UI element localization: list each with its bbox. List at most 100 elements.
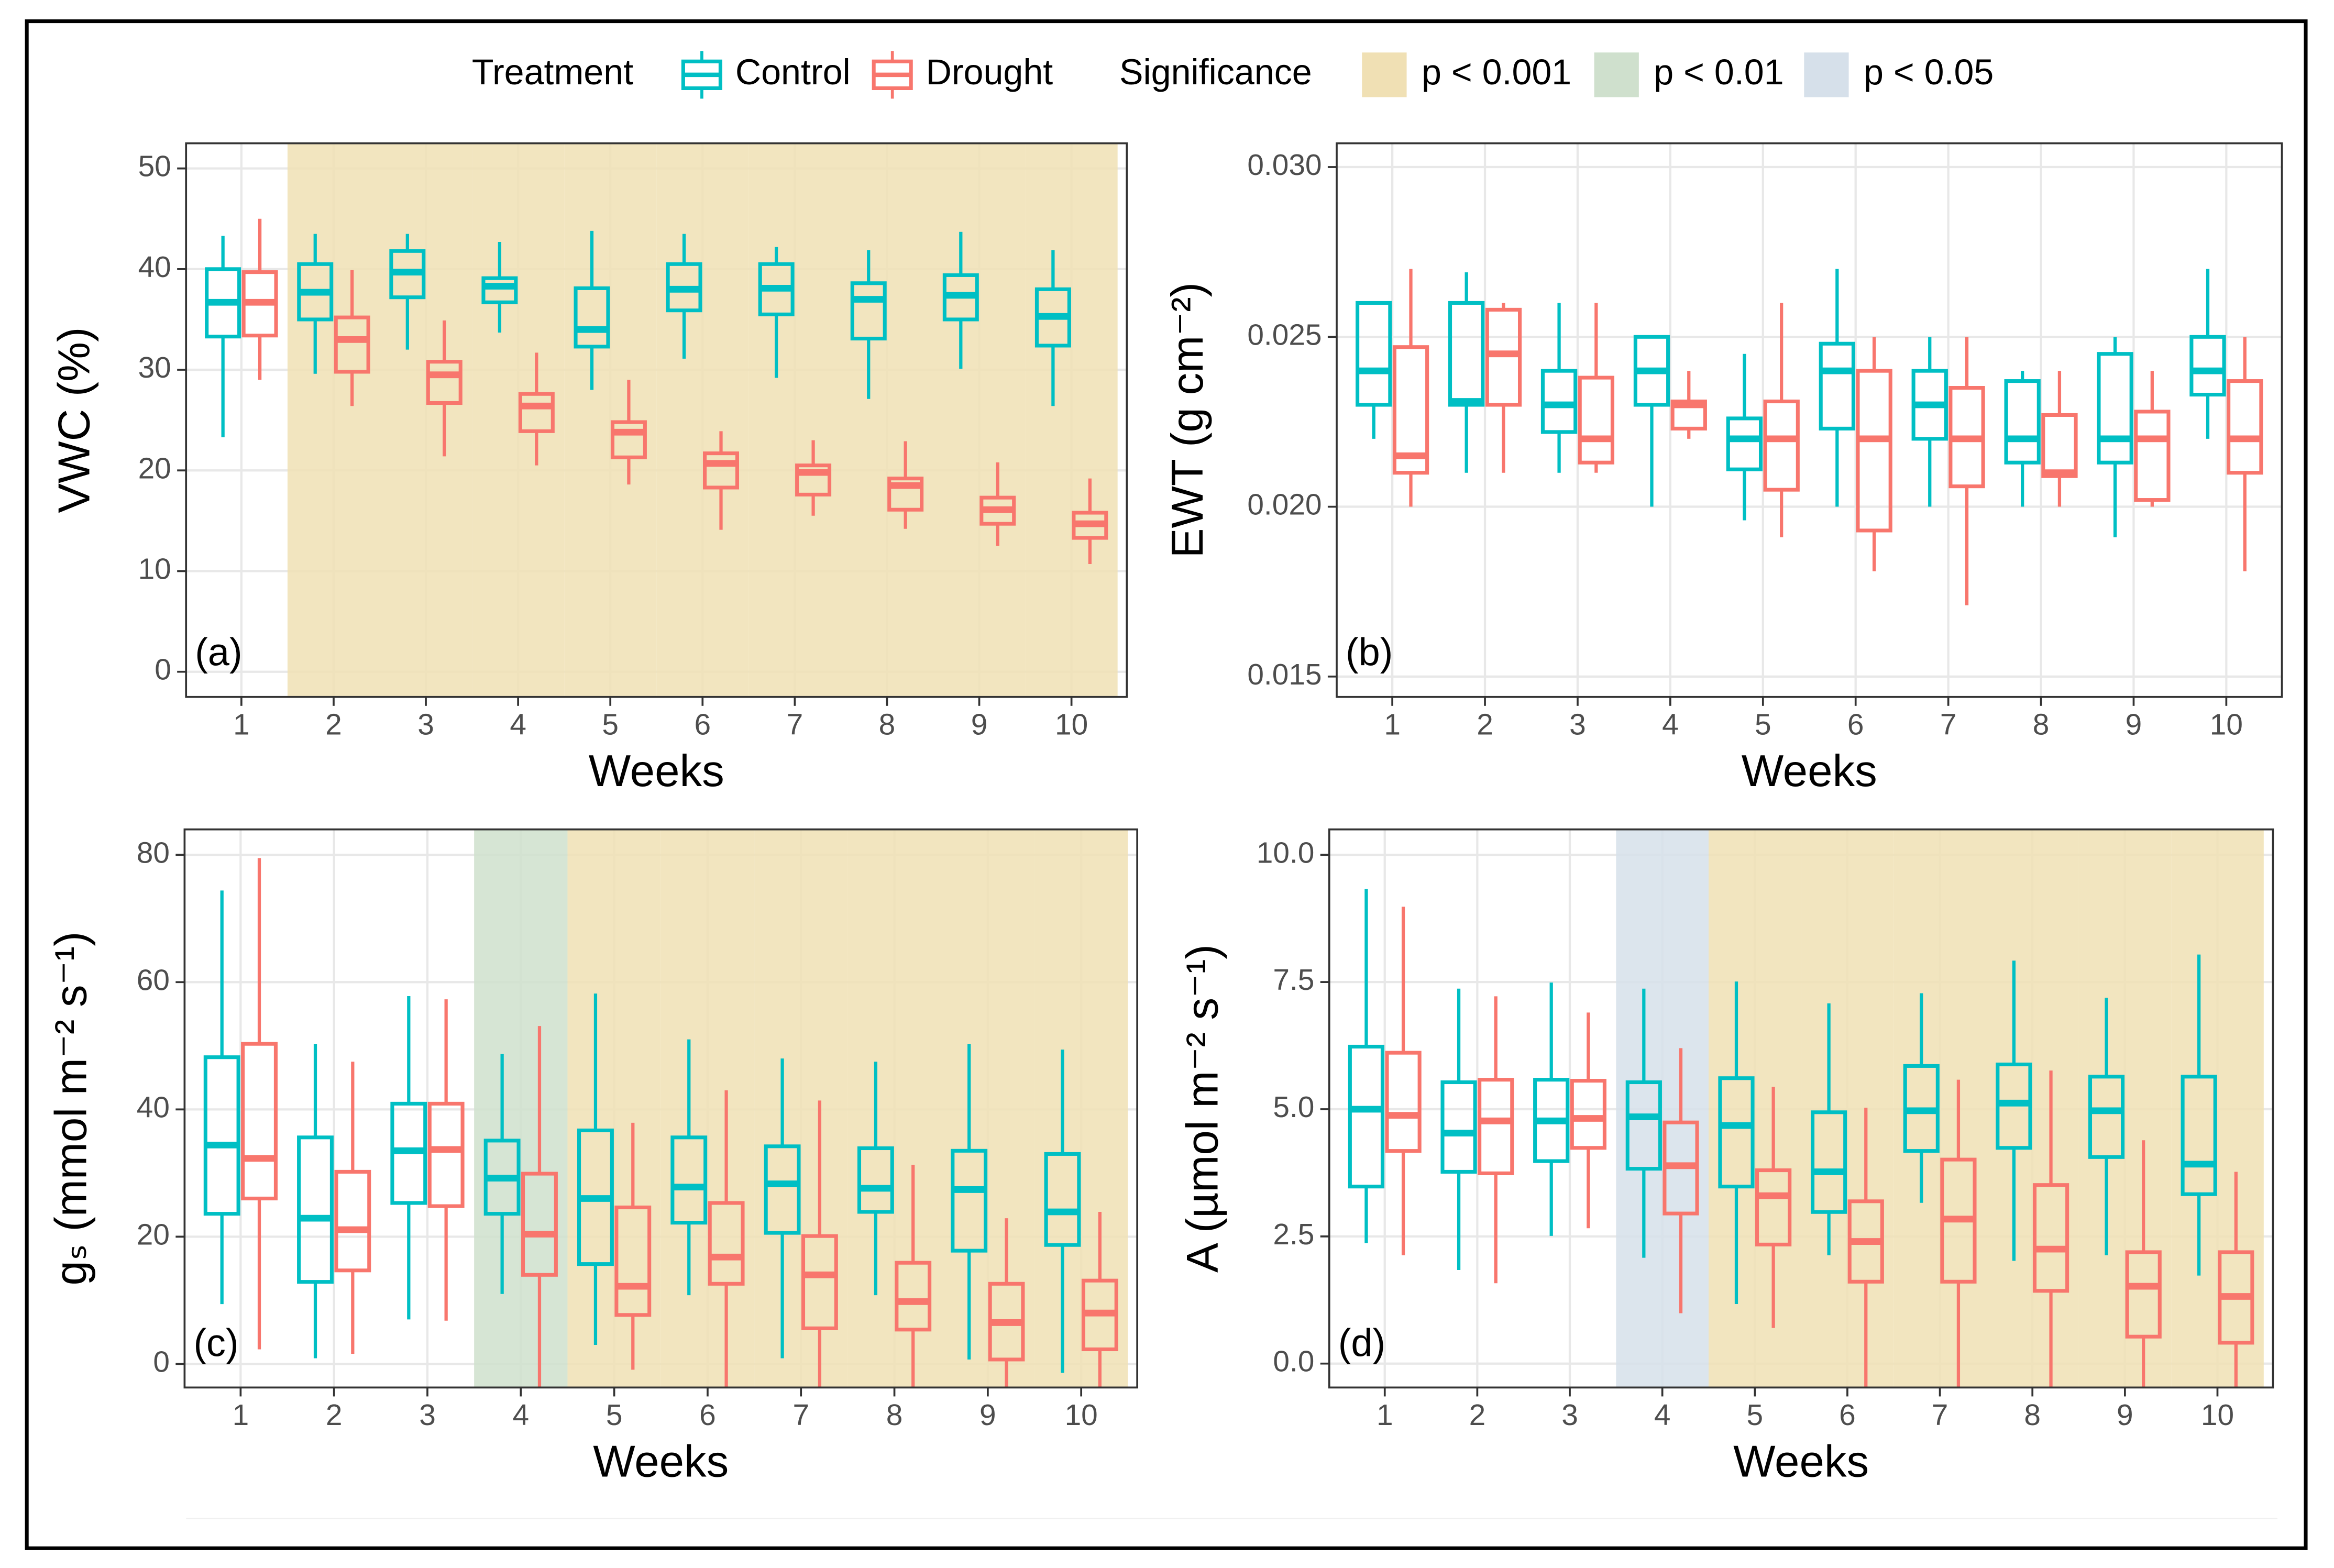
box	[241, 218, 278, 380]
legend-swatch	[1804, 52, 1849, 97]
box-body	[887, 477, 924, 512]
box	[577, 993, 614, 1345]
box-body	[1356, 301, 1392, 407]
y-tick-label: 0.0	[1273, 1345, 1314, 1378]
x-tick-label: 9	[2126, 709, 2142, 742]
box-body	[203, 1055, 240, 1216]
significance-shade	[1986, 829, 2079, 1388]
box	[1625, 988, 1662, 1258]
y-tick-label: 20	[137, 1218, 170, 1251]
box	[2218, 1172, 2254, 1388]
significance-shade	[1034, 829, 1128, 1388]
box-body	[610, 420, 647, 459]
box	[1847, 1108, 1884, 1388]
box-body	[241, 1042, 278, 1201]
box	[521, 1026, 558, 1388]
y-tick-label: 0.030	[1247, 149, 1322, 182]
box-body	[895, 1261, 932, 1332]
significance-shade	[1616, 829, 1709, 1388]
panel-tag: (b)	[1346, 631, 1393, 674]
box	[205, 236, 241, 437]
significance-shade	[754, 829, 848, 1388]
x-tick-label: 8	[886, 1399, 903, 1432]
box	[390, 996, 427, 1320]
box	[764, 1058, 801, 1359]
box	[1570, 1012, 1606, 1229]
box	[1034, 250, 1071, 406]
box	[801, 1100, 838, 1388]
box-body	[1044, 1152, 1081, 1247]
x-tick-label: 3	[417, 709, 434, 742]
x-tick-label: 8	[2024, 1399, 2041, 1432]
x-tick-label: 6	[694, 709, 711, 742]
box-body	[2189, 335, 2226, 397]
box	[850, 250, 887, 399]
legend-label: p < 0.001	[1422, 52, 1571, 92]
panel-tag: (a)	[195, 631, 242, 674]
x-tick-label: 10	[2210, 709, 2243, 742]
y-tick-label: 30	[138, 351, 171, 384]
box	[1903, 993, 1940, 1203]
y-axis-title: VWC (%)	[49, 327, 99, 513]
box	[895, 1165, 932, 1388]
legend-swatch	[1362, 52, 1407, 97]
y-tick-label: 0.025	[1247, 318, 1322, 351]
box	[241, 858, 278, 1350]
y-tick-label: 0.015	[1247, 658, 1322, 691]
box	[1385, 907, 1422, 1255]
box	[703, 431, 740, 530]
box-body	[297, 1135, 334, 1284]
x-axis-title: Weeks	[589, 746, 724, 796]
panel-border	[183, 828, 1139, 1389]
x-tick-label: 2	[325, 709, 342, 742]
box-body	[1578, 376, 1615, 465]
panel-tag: (d)	[1338, 1321, 1385, 1364]
box	[887, 441, 924, 529]
x-tick-label: 1	[1384, 709, 1401, 742]
x-tick-label: 1	[1377, 1399, 1393, 1432]
box	[297, 234, 334, 374]
box	[426, 320, 463, 457]
box-body	[1718, 1076, 1755, 1189]
box	[1819, 269, 1856, 507]
box	[1578, 303, 1615, 473]
box	[1810, 1003, 1847, 1255]
box	[670, 1039, 708, 1296]
x-tick-label: 1	[233, 709, 250, 742]
box	[2227, 337, 2263, 571]
y-tick-label: 10	[138, 553, 171, 586]
box	[2032, 1070, 2069, 1388]
box-body	[764, 1144, 801, 1235]
box-body	[2125, 1250, 2162, 1339]
x-tick-label: 4	[513, 1399, 530, 1432]
box-body	[1448, 301, 1485, 407]
box	[2041, 371, 2078, 507]
y-tick-label: 80	[137, 836, 170, 869]
x-tick-label: 8	[879, 709, 896, 742]
panel: 0 20 40 60 80 1 2 3 4 5 6 7 8 9 10 (c) Weeks gₛ (mmol m⁻²…	[47, 828, 1139, 1487]
y-tick-label: 40	[137, 1091, 170, 1124]
x-axis-title: Weeks	[1742, 746, 1877, 796]
box-body	[481, 276, 518, 304]
y-tick-label: 60	[137, 964, 170, 997]
box-body	[614, 1205, 652, 1317]
box-body	[1570, 1079, 1606, 1150]
significance-shade	[841, 143, 933, 697]
box-body	[334, 315, 370, 374]
box	[1485, 303, 1522, 473]
box-body	[521, 1172, 558, 1277]
box-body	[1625, 1080, 1662, 1171]
legend-label: Control	[735, 52, 851, 92]
significance-shade	[847, 829, 941, 1388]
box	[979, 462, 1016, 546]
box-body	[1385, 1051, 1422, 1153]
x-tick-label: 6	[1847, 709, 1864, 742]
box-body	[1670, 399, 1707, 430]
significance-shade	[564, 143, 657, 697]
panel: 0 10 20 30 40 50 1 2 3 4 5 6 7 8 9 10 (a) Weeks VWC (%)	[49, 142, 1128, 796]
x-tick-label: 7	[1940, 709, 1957, 742]
box-body	[951, 1149, 988, 1253]
box-body	[1856, 369, 1892, 533]
box	[574, 230, 610, 390]
